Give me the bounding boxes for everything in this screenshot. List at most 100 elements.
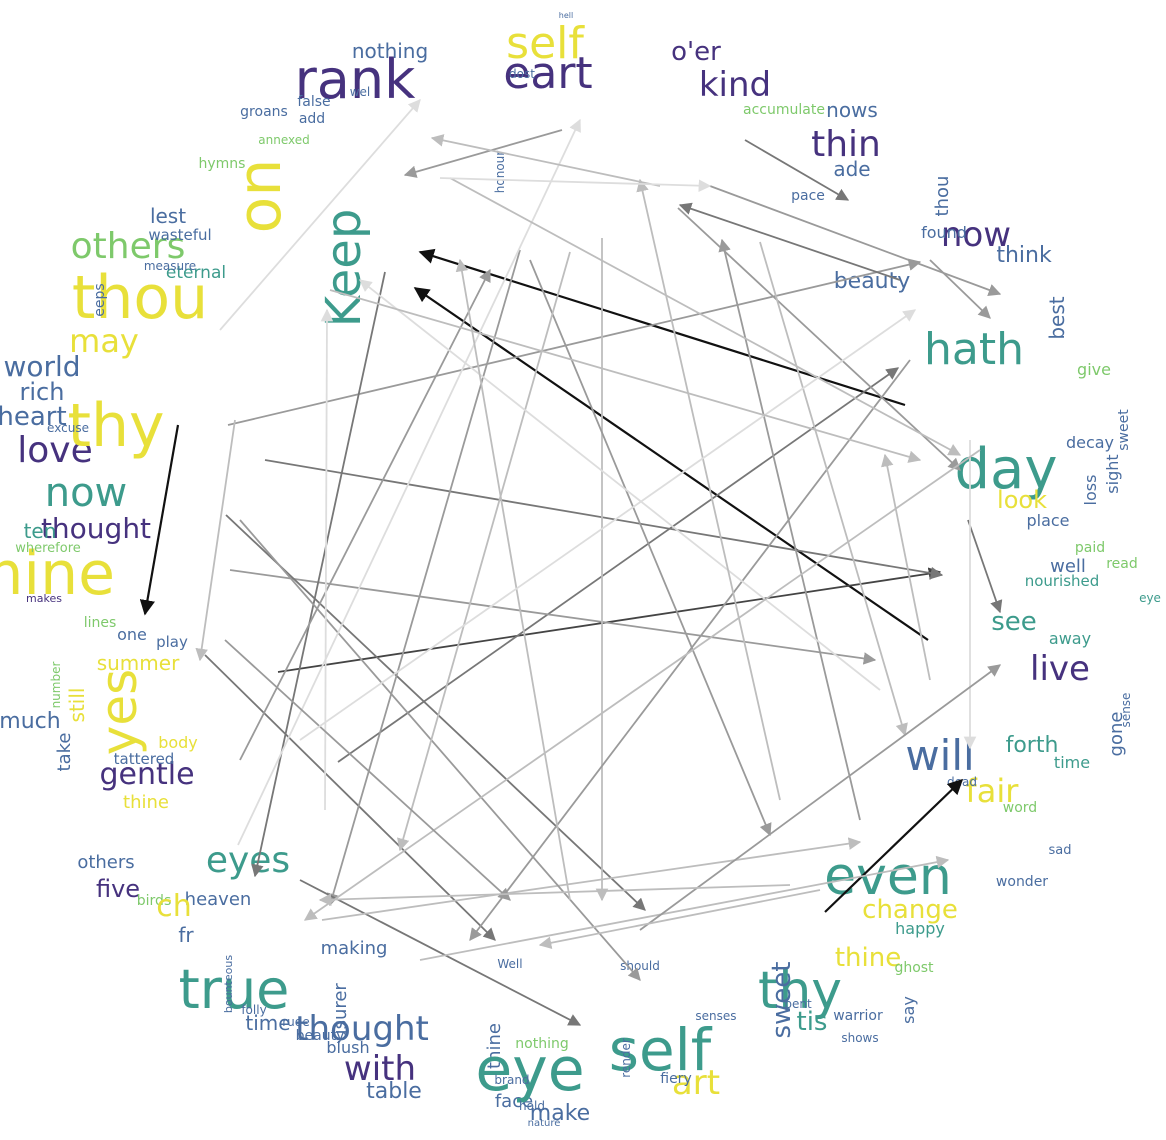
edge-arrow xyxy=(227,258,922,426)
edge-arrow xyxy=(337,367,900,763)
word-hath: hath xyxy=(924,324,1024,375)
word-love: love xyxy=(17,430,92,471)
word-dead: dead xyxy=(947,775,977,789)
word-fiery: fiery xyxy=(660,1071,691,1087)
word-pace: pace xyxy=(791,188,825,204)
word-nature: nature xyxy=(528,1118,561,1129)
word-on: on xyxy=(225,159,295,234)
word-thy: thy xyxy=(67,391,164,461)
word-table: table xyxy=(366,1079,422,1104)
word-nourished: nourished xyxy=(1025,572,1100,590)
edge-arrow xyxy=(303,449,981,921)
word-world: world xyxy=(3,350,80,383)
edge-arrow xyxy=(455,258,571,901)
word-eeps: eeps xyxy=(92,283,108,316)
word-thou: thou xyxy=(72,263,208,333)
word-thought: thought xyxy=(295,1009,429,1049)
word-summer: summer xyxy=(97,651,180,675)
edge-arrow xyxy=(239,519,641,981)
word-lest: lest xyxy=(150,204,186,228)
word-give: give xyxy=(1077,360,1111,379)
word-self: self xyxy=(609,1016,713,1084)
edge-arrow xyxy=(320,308,334,811)
edge-arrow xyxy=(359,279,881,691)
word-happy: happy xyxy=(895,919,945,938)
edge-arrow xyxy=(636,178,781,801)
word-paid: paid xyxy=(1075,540,1105,556)
word-brand: brand xyxy=(494,1073,529,1087)
word-forth: forth xyxy=(1006,733,1059,758)
word-ten: ten xyxy=(24,519,57,543)
word-thine: thine xyxy=(484,1023,505,1069)
word-nothing: nothing xyxy=(352,39,428,63)
word-thine: thine xyxy=(123,792,169,813)
word-blush: blush xyxy=(326,1038,369,1057)
word-birds: birds xyxy=(137,893,171,909)
word-tis: tis xyxy=(797,1007,828,1037)
word-self: self xyxy=(506,18,585,69)
word-with: with xyxy=(344,1049,416,1089)
word-ghost: ghost xyxy=(894,960,934,976)
word-body: body xyxy=(158,733,198,752)
edge-arrow xyxy=(430,134,661,187)
word-fair: fair xyxy=(966,772,1020,810)
edge-arrow xyxy=(759,241,908,737)
edge-arrow xyxy=(718,238,861,821)
edge-arrow xyxy=(439,177,712,192)
word-nows: nows xyxy=(826,98,878,122)
word-day: day xyxy=(954,437,1057,502)
word-eternal: eternal xyxy=(166,263,226,283)
word-loss: loss xyxy=(1081,475,1100,506)
word-thou: thou xyxy=(932,176,953,217)
word-yes: yes xyxy=(90,669,148,755)
edge-arrow xyxy=(929,259,991,319)
edge-arrow xyxy=(195,419,236,662)
word-make: make xyxy=(530,1101,590,1126)
edge-network xyxy=(139,99,1003,1026)
edge-arrow xyxy=(709,185,1002,296)
word-thy: thy xyxy=(758,961,842,1021)
word-keep: Keep xyxy=(316,209,372,328)
word-rude: rude xyxy=(282,1015,310,1029)
word-should: should xyxy=(620,959,660,973)
word-measure: measure xyxy=(144,259,196,273)
word-now: now xyxy=(941,215,1011,255)
word-pent: pent xyxy=(784,997,812,1011)
edge-arrow xyxy=(318,884,791,906)
word-eart: eart xyxy=(503,48,592,99)
edge-arrow xyxy=(744,139,850,201)
edge-arrow xyxy=(967,519,1003,614)
word-place: place xyxy=(1026,511,1069,530)
word-tattered: tattered xyxy=(114,750,175,768)
word-number: number xyxy=(49,662,63,709)
word-fr: fr xyxy=(178,923,194,947)
word-wherefore: wherefore xyxy=(15,541,81,556)
word-bounteous: bounteous xyxy=(222,955,235,1013)
word-heaven: heaven xyxy=(185,889,252,910)
word-think: think xyxy=(996,243,1052,268)
word-excuse: excuse xyxy=(47,421,89,435)
word-hell: hell xyxy=(559,11,573,20)
word-wasteful: wasteful xyxy=(148,226,211,244)
word-now: now xyxy=(45,470,128,516)
word-ch: ch xyxy=(156,889,192,924)
word-found: found xyxy=(921,223,967,242)
edge-arrow xyxy=(677,207,961,471)
word-rank: rank xyxy=(295,48,417,111)
word-making: making xyxy=(321,938,388,959)
word-time: time xyxy=(245,1011,290,1035)
word-well: well xyxy=(1050,556,1086,577)
edge-arrow xyxy=(239,268,491,761)
word-makes: makes xyxy=(26,592,62,605)
word-hymns: hymns xyxy=(199,156,246,172)
edge-arrow xyxy=(139,424,180,616)
word-accumulate: accumulate xyxy=(743,102,825,118)
edge-arrow xyxy=(251,271,386,878)
word-hold: hold xyxy=(519,1099,545,1113)
word-play: play xyxy=(156,633,188,651)
edge-arrow xyxy=(881,453,931,681)
word-word: word xyxy=(1003,800,1037,816)
word-sad: sad xyxy=(1049,843,1072,858)
